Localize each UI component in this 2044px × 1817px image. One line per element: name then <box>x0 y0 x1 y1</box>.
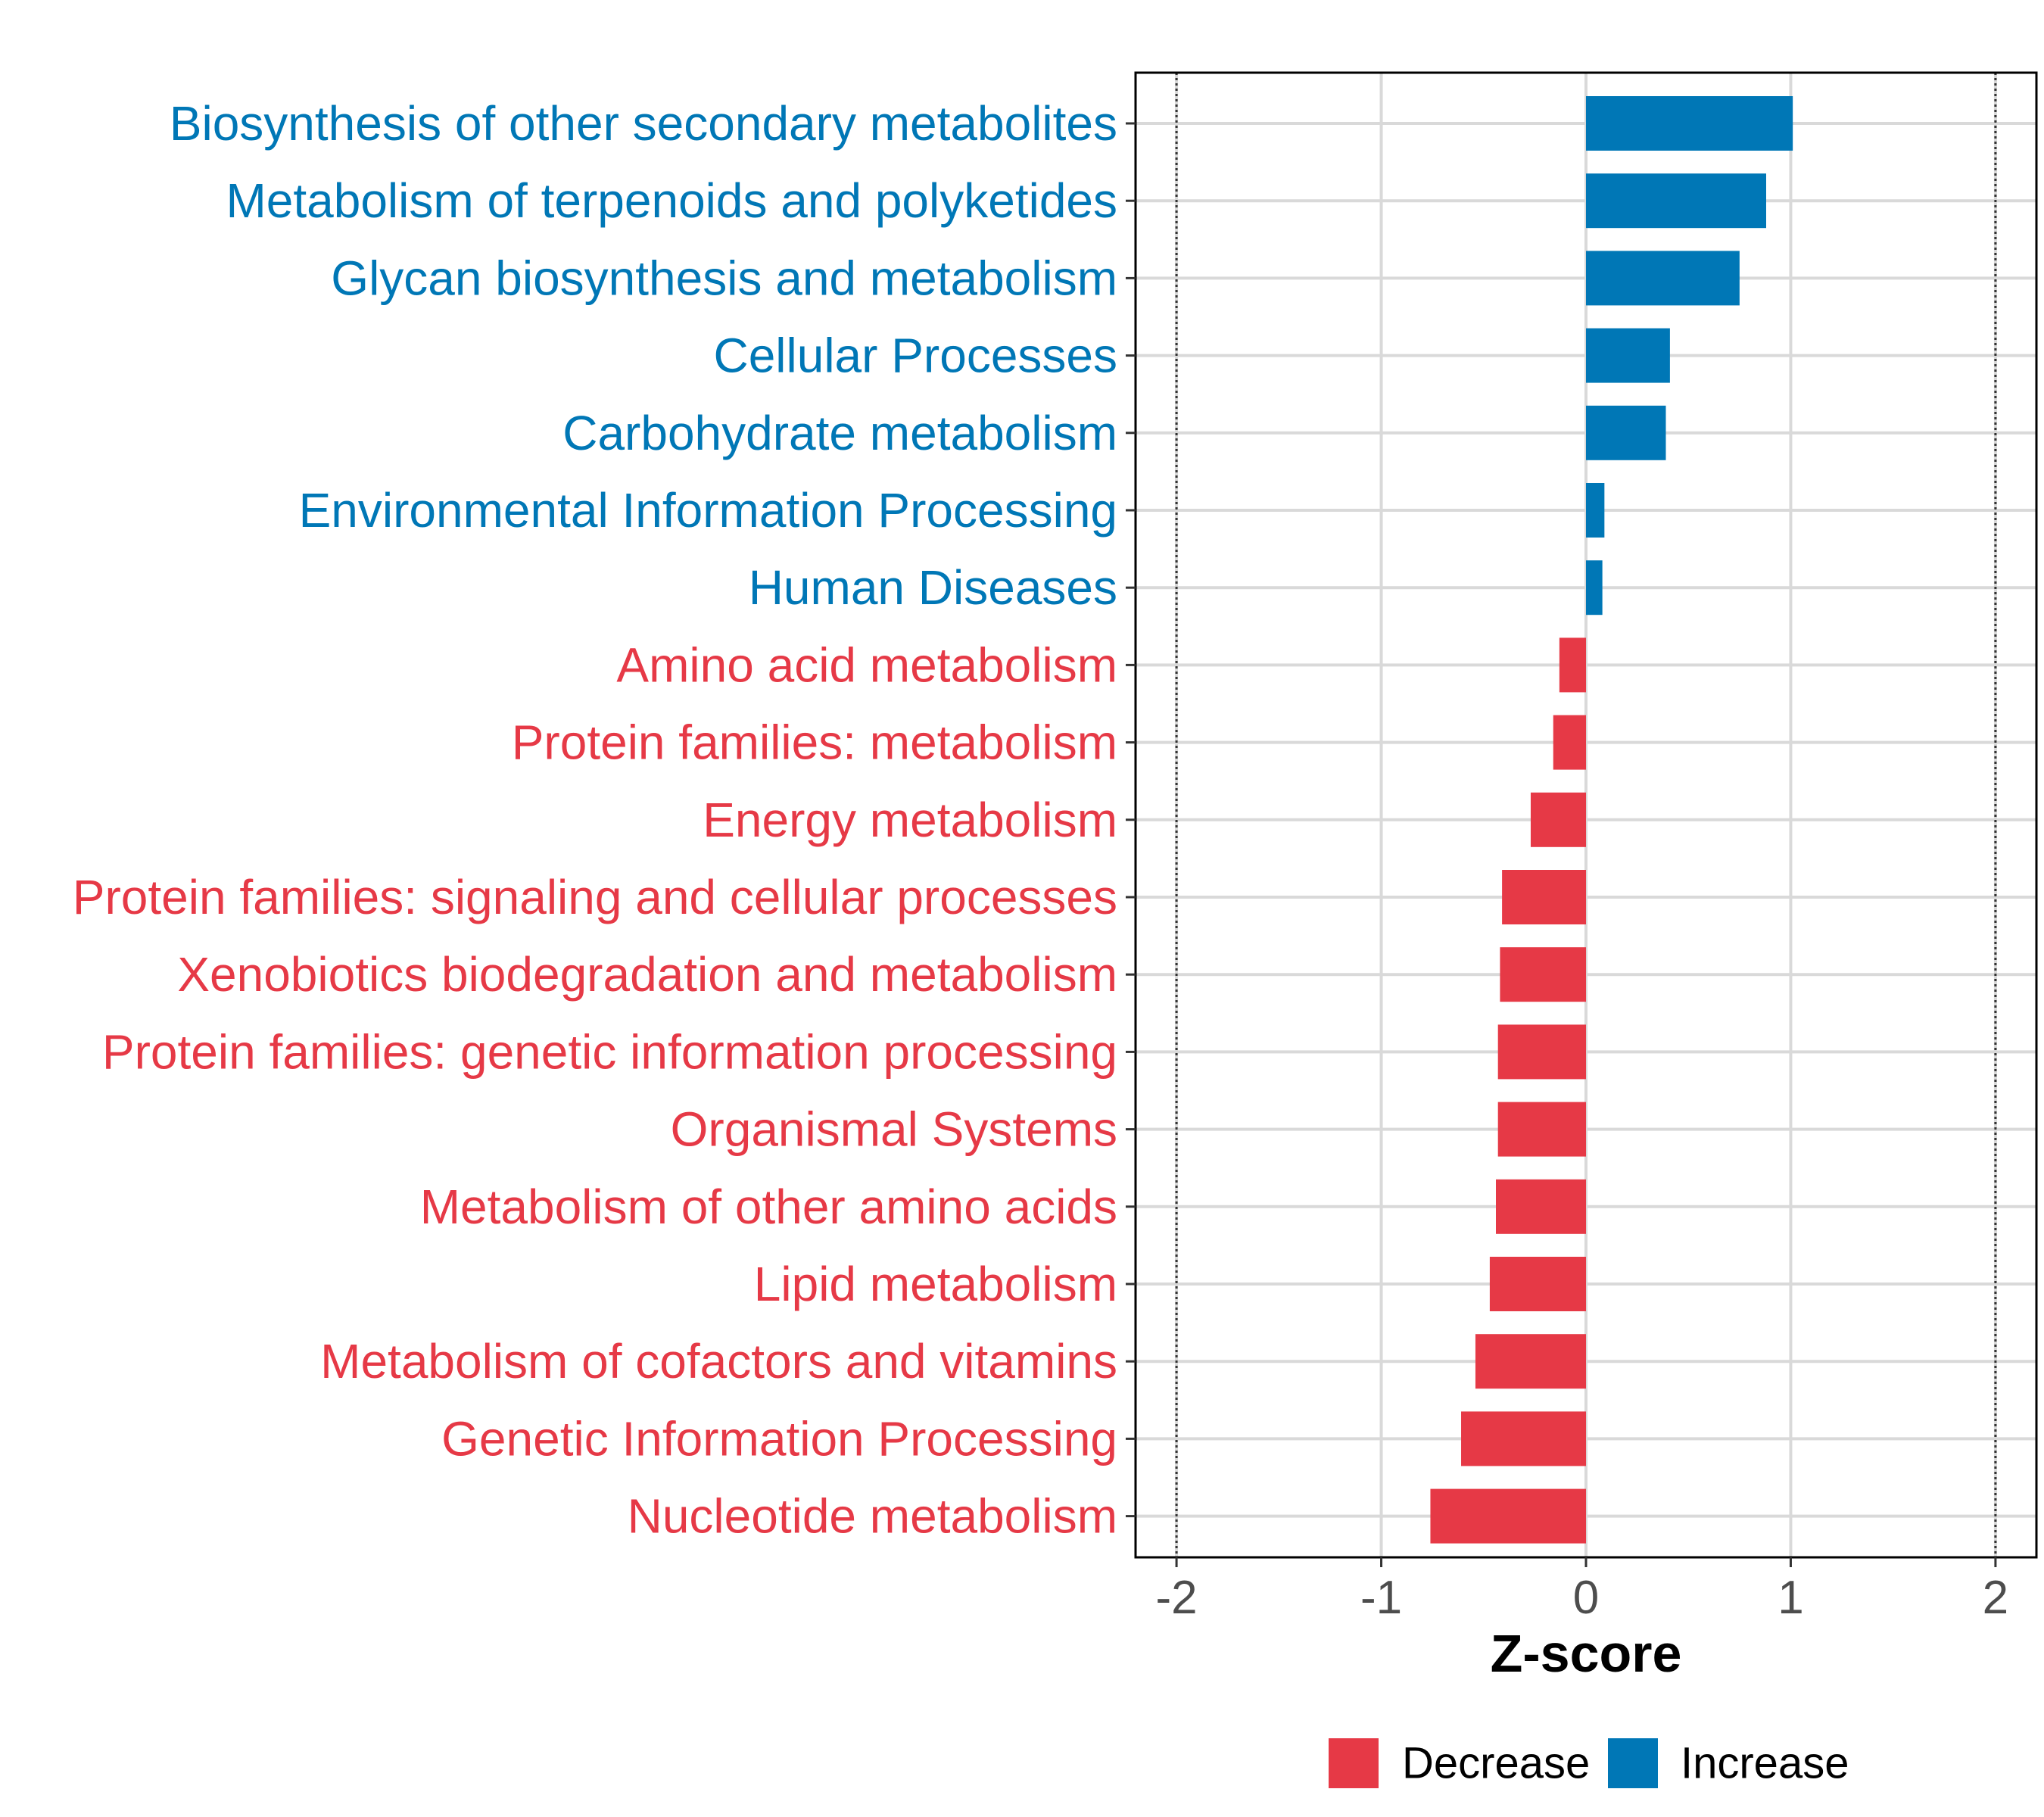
bar <box>1586 173 1766 229</box>
y-tick-label: Genetic Information Processing <box>441 1411 1117 1466</box>
legend: Decrease Increase <box>1329 1738 1849 1788</box>
y-tick-label: Protein families: signaling and cellular… <box>73 870 1117 924</box>
y-tick-label: Metabolism of other amino acids <box>420 1180 1117 1234</box>
bar <box>1497 1102 1586 1157</box>
y-tick-label: Protein families: genetic information pr… <box>102 1024 1117 1079</box>
x-tick-label: 1 <box>1778 1572 1803 1624</box>
x-tick-label: -2 <box>1156 1572 1198 1624</box>
bar <box>1559 637 1586 693</box>
bar <box>1586 96 1793 151</box>
reference-lines <box>1175 73 1997 1557</box>
y-tick-label: Protein families: metabolism <box>512 715 1117 770</box>
bars <box>1430 96 1793 1544</box>
bar <box>1586 483 1605 538</box>
y-tick-label: Carbohydrate metabolism <box>562 406 1117 460</box>
x-tick-label: 0 <box>1573 1572 1599 1624</box>
y-tick-label: Environmental Information Processing <box>299 483 1117 538</box>
legend-swatch <box>1608 1738 1658 1788</box>
bar <box>1496 1179 1586 1234</box>
bar <box>1461 1411 1586 1466</box>
x-tick-label: 2 <box>1983 1572 2008 1624</box>
y-tick-label: Glycan biosynthesis and metabolism <box>331 251 1117 305</box>
x-axis-title: Z-score <box>1491 1624 1682 1683</box>
bar <box>1500 947 1586 1002</box>
y-tick-label: Amino acid metabolism <box>616 637 1117 692</box>
legend-label: Increase <box>1681 1739 1849 1788</box>
x-axis-ticks <box>1175 1557 1997 1567</box>
y-axis-ticks <box>1126 122 1136 1518</box>
y-tick-label: Cellular Processes <box>713 329 1117 383</box>
bar <box>1497 1024 1586 1080</box>
y-tick-label: Xenobiotics biodegradation and metabolis… <box>177 947 1117 1002</box>
y-tick-label: Lipid metabolism <box>754 1257 1117 1311</box>
legend-label: Decrease <box>1402 1739 1590 1788</box>
x-axis-labels: -2 -1 0 1 2 <box>1156 1572 2009 1624</box>
y-tick-label: Metabolism of cofactors and vitamins <box>320 1334 1117 1388</box>
bar <box>1489 1257 1586 1311</box>
bar <box>1586 560 1603 616</box>
y-tick-label: Nucleotide metabolism <box>628 1489 1117 1544</box>
bar <box>1475 1334 1586 1389</box>
y-tick-label: Organismal Systems <box>671 1102 1117 1157</box>
y-tick-label: Energy metabolism <box>703 793 1117 847</box>
y-axis-labels: Biosynthesis of other secondary metaboli… <box>73 96 1117 1544</box>
bar <box>1586 328 1670 383</box>
x-tick-label: -1 <box>1360 1572 1402 1624</box>
bar <box>1586 251 1740 306</box>
bar <box>1430 1488 1586 1544</box>
bar <box>1502 870 1586 924</box>
bar <box>1553 715 1586 770</box>
bar <box>1530 792 1586 847</box>
y-tick-label: Metabolism of terpenoids and polyketides <box>226 173 1117 228</box>
legend-swatch <box>1329 1738 1379 1788</box>
bar <box>1586 405 1666 460</box>
y-tick-label: Biosynthesis of other secondary metaboli… <box>170 96 1117 151</box>
y-tick-label: Human Diseases <box>749 560 1117 615</box>
